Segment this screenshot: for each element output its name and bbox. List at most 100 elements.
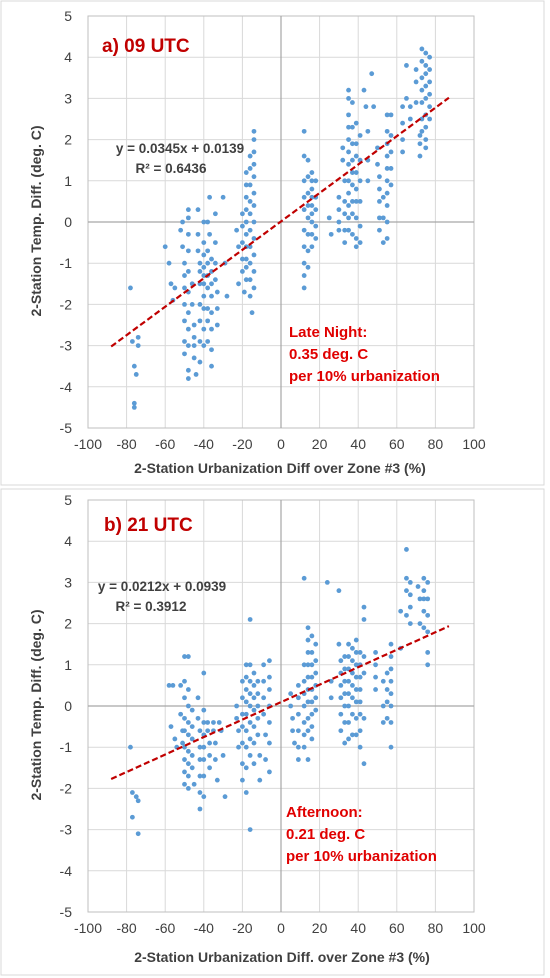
data-point <box>305 650 311 655</box>
data-point <box>247 720 253 725</box>
data-point <box>162 244 168 250</box>
y-tick-label: -2 <box>60 296 73 312</box>
data-point <box>342 654 348 659</box>
y-tick-label: 4 <box>64 49 72 65</box>
data-point <box>209 281 214 287</box>
data-point <box>388 112 394 118</box>
panel-b-annotation-line-2: 0.21 deg. C <box>286 826 365 843</box>
data-point <box>267 658 272 664</box>
data-point <box>357 133 363 138</box>
data-point <box>404 63 409 68</box>
data-point <box>261 678 267 684</box>
data-point <box>384 219 390 225</box>
data-point <box>377 174 382 180</box>
data-point <box>346 96 351 101</box>
data-point <box>388 182 394 188</box>
data-point <box>342 666 348 672</box>
y-tick-label: 3 <box>64 90 72 106</box>
data-point <box>240 761 245 767</box>
x-tick-label: 40 <box>350 436 366 452</box>
data-point <box>197 339 203 344</box>
data-point <box>305 674 311 680</box>
data-point <box>357 240 363 246</box>
data-point <box>222 794 228 800</box>
data-point <box>305 662 311 668</box>
data-point <box>209 326 214 332</box>
data-point <box>346 124 351 130</box>
data-point <box>309 244 315 250</box>
data-point <box>417 621 423 626</box>
data-point <box>309 699 315 705</box>
data-point <box>384 153 390 159</box>
data-point <box>212 211 218 217</box>
data-point <box>172 736 178 742</box>
data-point <box>350 231 355 237</box>
data-point <box>353 244 359 250</box>
data-point <box>388 678 394 684</box>
data-point <box>423 124 429 130</box>
data-point <box>185 761 191 767</box>
data-point <box>301 732 307 738</box>
data-point <box>212 240 218 246</box>
data-point <box>185 343 191 348</box>
data-point <box>353 715 359 721</box>
data-point <box>309 203 315 208</box>
data-point <box>197 318 203 324</box>
data-point <box>201 264 207 270</box>
data-point <box>240 724 245 729</box>
data-point <box>301 273 307 278</box>
data-point <box>247 153 253 159</box>
data-point <box>240 695 245 701</box>
data-point <box>309 211 315 217</box>
data-point <box>214 322 220 328</box>
data-point <box>419 100 425 105</box>
data-point <box>197 757 203 762</box>
data-point <box>205 318 211 324</box>
data-point <box>216 720 222 725</box>
y-tick-label: -2 <box>60 780 73 796</box>
data-point <box>207 231 212 237</box>
data-point <box>205 219 211 225</box>
y-tick-label: -4 <box>60 863 73 879</box>
data-point <box>295 695 301 701</box>
data-point <box>361 604 367 610</box>
data-point <box>178 711 184 717</box>
data-point <box>419 87 425 93</box>
data-point <box>388 166 394 171</box>
data-point <box>243 711 249 717</box>
data-point <box>342 740 348 746</box>
data-point <box>353 236 359 241</box>
data-point <box>243 674 249 680</box>
data-point <box>195 248 201 254</box>
data-point <box>212 740 218 746</box>
data-point <box>369 71 375 77</box>
data-point <box>423 96 429 101</box>
data-point <box>209 310 214 316</box>
data-point <box>247 277 253 283</box>
data-point <box>305 174 311 180</box>
data-point <box>342 678 348 684</box>
data-point <box>131 363 137 369</box>
x-tick-label: 80 <box>428 920 444 936</box>
data-point <box>400 149 405 155</box>
data-point <box>309 178 315 184</box>
data-point <box>209 293 214 299</box>
data-point <box>353 699 359 705</box>
data-point <box>185 215 191 221</box>
y-tick-label: -3 <box>60 338 73 354</box>
data-point <box>419 75 425 81</box>
panel-b-x-axis-label: 2-Station Urbanization Diff. over Zone #… <box>134 949 430 965</box>
data-point <box>247 211 253 217</box>
data-point <box>240 678 245 684</box>
data-point <box>427 116 433 122</box>
data-point <box>288 691 294 697</box>
data-point <box>243 170 249 175</box>
data-point <box>388 654 394 659</box>
data-point <box>295 683 301 688</box>
data-point <box>185 310 191 316</box>
data-point <box>201 744 207 750</box>
data-point <box>182 678 187 684</box>
data-point <box>371 104 377 110</box>
x-tick-label: 80 <box>428 436 444 452</box>
data-point <box>313 178 319 184</box>
